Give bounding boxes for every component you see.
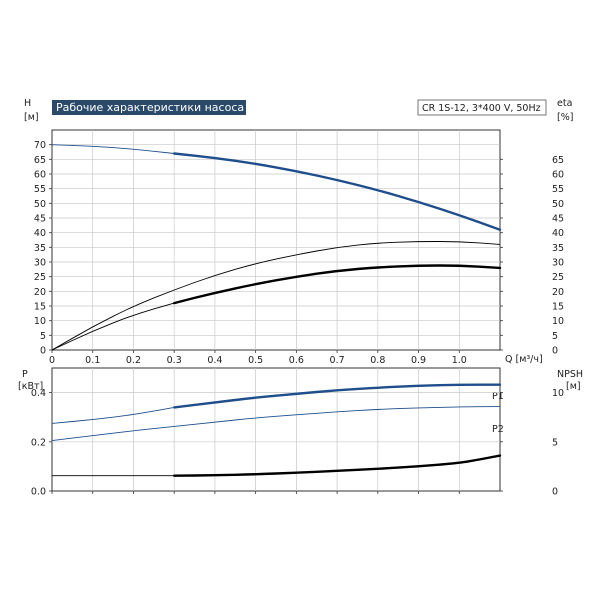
y-tick-label-right: 40 — [552, 228, 564, 239]
x-tick-label: 0.6 — [289, 355, 304, 366]
y-tick-label-left: 30 — [34, 258, 46, 269]
lower-right-axis-unit: [м] — [566, 381, 581, 392]
left-axis-unit: [м] — [24, 112, 39, 123]
y-tick-label-left: 20 — [34, 287, 46, 298]
left-axis-title: H — [24, 98, 31, 109]
series-line-p2-thin — [51, 406, 501, 442]
lower-right-axis-title: NPSH — [557, 369, 583, 380]
y-tick-label-right: 10 — [552, 388, 564, 399]
chart-plot-layer: 0 0.1 0.2 0.3 0.4 0.5 0.6 0.7 0.8 0.9 1.0 0 5 10 15 20 2… — [31, 129, 564, 498]
model-label: CR 1S-12, 3*400 V, 50Hz — [422, 103, 541, 114]
right-axis-title: eta — [557, 98, 572, 109]
y-tick-label-left: 40 — [34, 228, 46, 239]
y-tick-label-left: 10 — [34, 316, 46, 327]
series-line-npsh-bold — [173, 454, 502, 477]
y-tick-label-right: 65 — [552, 155, 564, 166]
y-tick-label-right: 5 — [552, 437, 558, 448]
series-label-p2: P2 — [492, 424, 504, 435]
model-label-box — [417, 99, 547, 116]
right-axis-unit: [%] — [557, 112, 573, 123]
series-line-eta_total-bold — [173, 264, 502, 305]
x-tick-label: 0.5 — [248, 355, 263, 366]
series-line-p1-thin — [51, 406, 175, 424]
x-tick-label: 0 — [49, 355, 55, 366]
lower-panel: P [кВт] NPSH [м] P1 P2 — [18, 369, 583, 435]
y-tick-label-left: 55 — [34, 184, 46, 195]
y-tick-label-right: 15 — [552, 302, 564, 313]
y-tick-label-left: 70 — [34, 140, 46, 151]
y-tick-label-left: 65 — [34, 155, 46, 166]
y-tick-label-right: 50 — [552, 199, 564, 210]
y-tick-label-left: 0 — [40, 346, 46, 357]
y-tick-label-left: 0.2 — [31, 437, 46, 448]
y-tick-label-right: 25 — [552, 272, 564, 283]
y-tick-label-right: 5 — [552, 331, 558, 342]
y-tick-label-left: 60 — [34, 170, 46, 181]
y-tick-label-left: 25 — [34, 272, 46, 283]
x-tick-label: 0.8 — [370, 355, 385, 366]
series-line-eta_total-thin — [51, 302, 175, 351]
y-tick-label-left: 0.0 — [31, 487, 46, 498]
chart-title: Рабочие характеристики насоса — [56, 101, 244, 114]
lower-left-axis-title: P — [22, 369, 28, 380]
x-tick-label: 0.2 — [126, 355, 141, 366]
y-tick-label-left: 5 — [40, 331, 46, 342]
series-line-h-bold — [173, 152, 502, 231]
series-label-p1: P1 — [492, 391, 504, 402]
series-line-p1-bold — [173, 383, 502, 409]
y-tick-label-right: 35 — [552, 243, 564, 254]
x-tick-label: 0.4 — [207, 355, 222, 366]
y-tick-label-right: 45 — [552, 214, 564, 225]
lower-left-axis-unit: [кВт] — [18, 381, 43, 392]
y-tick-label-right: 10 — [552, 316, 564, 327]
y-tick-label-left: 35 — [34, 243, 46, 254]
title-banner — [52, 100, 246, 115]
x-tick-label: 0.3 — [167, 355, 182, 366]
y-tick-label-right: 0 — [552, 346, 558, 357]
y-tick-label-left: 45 — [34, 214, 46, 225]
series-line-eta-thin — [51, 241, 501, 351]
y-tick-label-right: 60 — [552, 170, 564, 181]
y-tick-label-left: 15 — [34, 302, 46, 313]
x-tick-label: 0.1 — [85, 355, 100, 366]
upper-panel: Рабочие характеристики насоса CR 1S-12, … — [24, 98, 573, 365]
x-axis-label: Q [м³/ч] — [505, 354, 543, 365]
y-tick-label-left: 50 — [34, 199, 46, 210]
plot-frame-1 — [51, 367, 501, 492]
x-tick-label: 1.0 — [452, 355, 467, 366]
plot-frame-0 — [51, 129, 501, 351]
y-tick-label-right: 30 — [552, 258, 564, 269]
x-tick-label: 0.9 — [411, 355, 426, 366]
y-tick-label-right: 0 — [552, 487, 558, 498]
y-tick-label-left: 0.4 — [31, 388, 46, 399]
y-tick-label-right: 55 — [552, 184, 564, 195]
y-tick-label-right: 20 — [552, 287, 564, 298]
x-tick-label: 0.7 — [330, 355, 345, 366]
series-line-h-thin — [51, 144, 175, 154]
